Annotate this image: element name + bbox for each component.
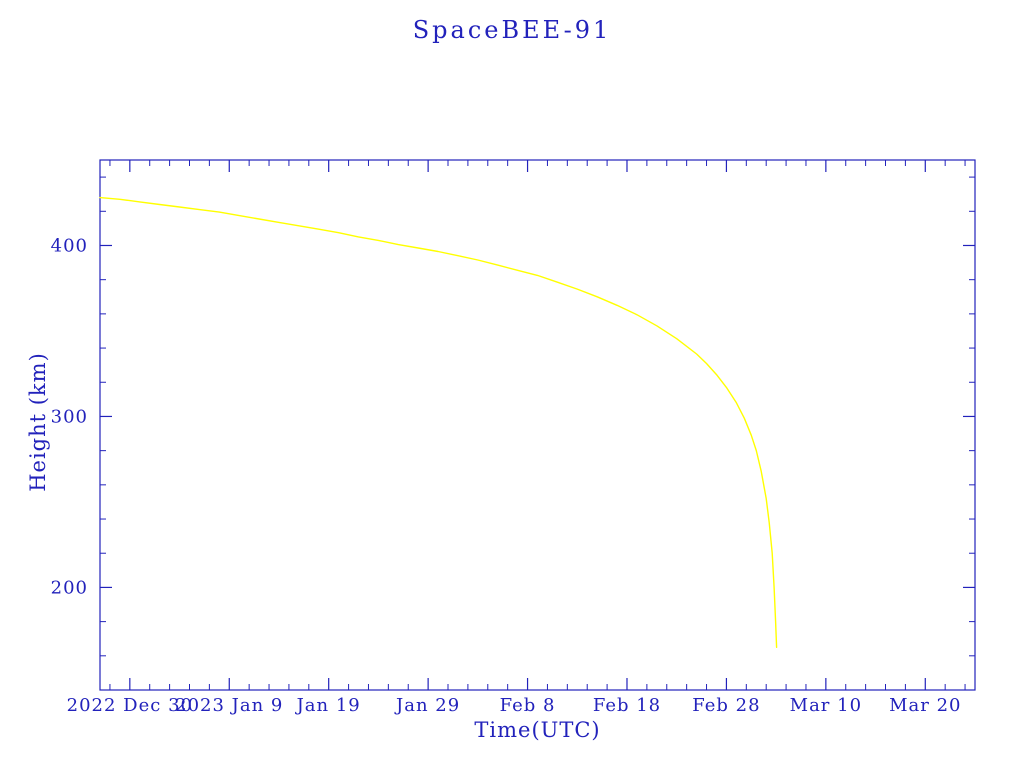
x-tick-label: Feb 28: [692, 695, 760, 716]
decay-curve: [99, 196, 778, 648]
y-tick-label: 400: [51, 235, 88, 256]
x-tick-label: 2023 Jan 9: [175, 695, 283, 716]
x-axis-label: Time(UTC): [474, 718, 601, 742]
x-tick-label: Jan 29: [394, 695, 460, 716]
x-tick-label: Mar 20: [889, 695, 961, 716]
x-tick-label: Mar 10: [790, 695, 862, 716]
plot-frame: [99, 159, 976, 691]
y-tick-label: 300: [51, 406, 88, 427]
y-tick-label: 200: [51, 577, 88, 598]
x-tick-label: Feb 8: [500, 695, 556, 716]
x-tick-label: Feb 18: [593, 695, 661, 716]
chart-title: SpaceBEE-91: [412, 16, 612, 44]
x-tick-label: 2022 Dec 30: [67, 695, 193, 716]
x-tick-label: Jan 19: [295, 695, 361, 716]
